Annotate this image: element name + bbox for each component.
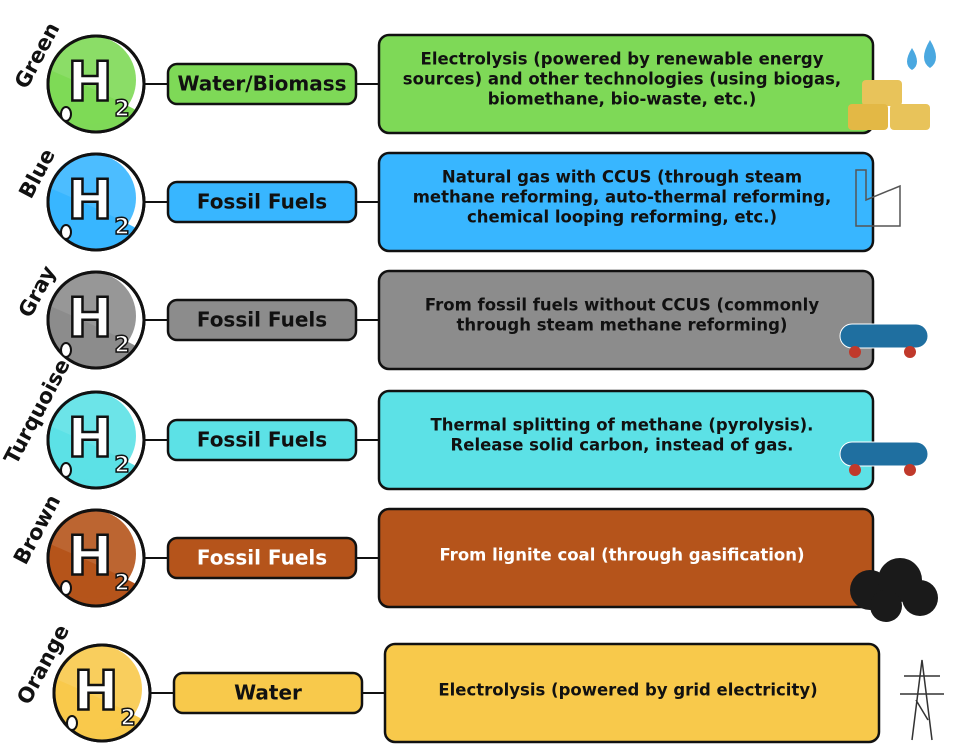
h2-subscript: 2 [120,706,135,731]
description-line: chemical looping reforming, etc.) [467,208,777,227]
source-label: Water [234,681,302,705]
h2-bubble [61,225,71,239]
description-line: Electrolysis (powered by grid electricit… [438,681,817,700]
source-label: Fossil Fuels [197,190,327,214]
description-line: sources) and other technologies (using b… [403,70,841,89]
h2-subscript: 2 [114,97,129,122]
wheel-icon [904,464,916,476]
coal-icon [870,590,902,622]
source-label: Fossil Fuels [197,428,327,452]
h2-letter: H [67,169,112,232]
h2-bubble [61,463,71,477]
h2-bubble [61,343,71,357]
wheel-icon [849,464,861,476]
wheel-icon [904,346,916,358]
description-line: From lignite coal (through gasification) [439,546,804,565]
h2-letter: H [67,287,112,350]
wheel-icon [849,346,861,358]
description-line: From fossil fuels without CCUS (commonly [425,296,819,315]
coal-icon [902,580,938,616]
h2-bubble [61,107,71,121]
h2-letter: H [67,51,112,114]
description-line: Release solid carbon, instead of gas. [451,436,794,455]
h2-bubble [67,716,77,730]
gas-tank-icon [840,324,928,348]
h2-subscript: 2 [114,571,129,596]
description-line: biomethane, bio-waste, etc.) [488,90,757,109]
description-line: through steam methane reforming) [457,316,788,335]
h2-subscript: 2 [114,215,129,240]
h2-letter: H [67,407,112,470]
h2-subscript: 2 [114,333,129,358]
water-drop-icon [924,40,936,68]
hay-bale-icon [890,104,930,130]
h2-letter: H [67,525,112,588]
pylon-icon [900,660,944,740]
water-drop-icon [907,48,917,70]
source-label: Fossil Fuels [197,546,327,570]
hay-bale-icon [862,80,902,106]
h2-subscript: 2 [114,453,129,478]
h2-bubble [61,581,71,595]
source-label: Fossil Fuels [197,308,327,332]
source-label: Water/Biomass [177,72,346,96]
description-line: methane reforming, auto-thermal reformin… [413,188,832,207]
h2-letter: H [73,660,118,723]
description-line: Electrolysis (powered by renewable energ… [421,50,824,69]
gas-tank-icon [840,442,928,466]
description-line: Natural gas with CCUS (through steam [442,168,802,187]
infographic: H2GreenWater/BiomassElectrolysis (powere… [0,0,953,744]
hay-bale-icon [848,104,888,130]
description-line: Thermal splitting of methane (pyrolysis)… [431,416,814,435]
